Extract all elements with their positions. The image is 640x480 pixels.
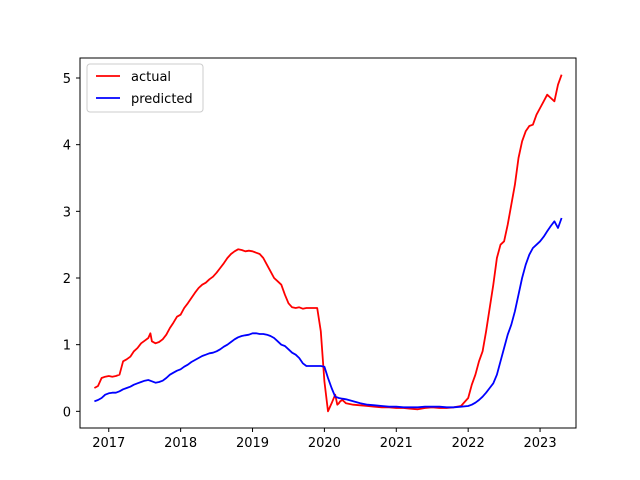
axis-layer: 2017 2018 2019 2020 2021 2022 2023 0 1 2 3 4 5 bbox=[63, 72, 557, 451]
series-layer bbox=[93, 74, 563, 413]
y-tick-label: 4 bbox=[63, 139, 71, 154]
legend: actual predicted bbox=[86, 63, 204, 113]
x-tick-label: 2023 bbox=[524, 436, 557, 451]
y-tick-label: 3 bbox=[63, 205, 71, 220]
y-tick-label: 1 bbox=[63, 339, 71, 354]
x-tick-label: 2022 bbox=[452, 436, 485, 451]
y-tick-label: 2 bbox=[63, 272, 71, 287]
legend-label-predicted: predicted bbox=[131, 92, 193, 107]
series-line-predicted bbox=[94, 217, 563, 409]
plot-area bbox=[80, 58, 576, 428]
x-tick-label: 2021 bbox=[380, 436, 413, 451]
x-tick-label: 2017 bbox=[92, 436, 125, 451]
series-line-actual bbox=[93, 74, 563, 413]
y-tick-label: 5 bbox=[63, 72, 71, 87]
x-tick-label: 2018 bbox=[164, 436, 197, 451]
y-tick-label: 0 bbox=[63, 405, 71, 420]
x-tick-label: 2019 bbox=[236, 436, 269, 451]
legend-label-actual: actual bbox=[131, 70, 171, 85]
plot-frame bbox=[79, 57, 577, 429]
x-tick-label: 2020 bbox=[308, 436, 341, 451]
